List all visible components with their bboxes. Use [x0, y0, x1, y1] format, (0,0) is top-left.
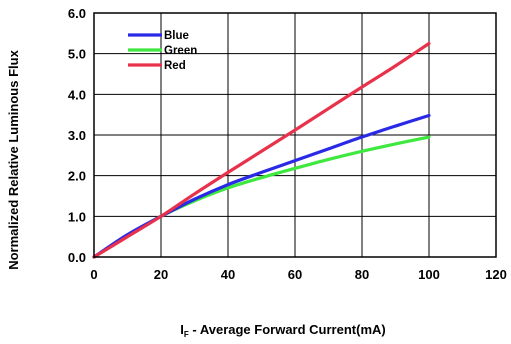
legend-label-red: Red	[164, 60, 186, 72]
x-axis-title-subscript: F	[184, 330, 189, 339]
y-axis-title: Normalized Relative Luminous Flux	[6, 49, 21, 269]
x-tick-label-0: 0	[90, 267, 97, 282]
x-tick-label-5: 100	[418, 267, 440, 282]
legend-label-green: Green	[164, 45, 197, 57]
x-axis-title: IF - Average Forward Current(mA)	[180, 322, 385, 339]
x-tick-label-2: 40	[221, 267, 235, 282]
y-tick-label-3: 3.0	[68, 128, 86, 143]
x-tick-label-3: 60	[288, 267, 302, 282]
x-tick-label-4: 80	[355, 267, 369, 282]
y-tick-label-6: 6.0	[68, 6, 86, 21]
y-tick-label-0: 0.0	[68, 250, 86, 265]
series-line-green	[92, 135, 431, 259]
y-tick-label-1: 1.0	[68, 209, 86, 224]
x-axis-title-rest: - Average Forward Current(mA)	[189, 322, 386, 337]
series-line-blue	[92, 113, 431, 259]
series-lines	[92, 41, 431, 259]
series-line-red	[92, 41, 431, 259]
plot-frame	[93, 12, 497, 258]
x-axis-title-main: I	[180, 322, 184, 337]
y-tick-label-5: 5.0	[68, 47, 86, 62]
legend-label-blue: Blue	[164, 30, 189, 42]
legend: Blue Green Red	[128, 30, 197, 72]
x-tick-label-6: 120	[485, 267, 507, 282]
y-tick-label-2: 2.0	[68, 169, 86, 184]
tick-labels: 0 20 40 60 80 100 120 0.0 1.0 2.0 3.0 4.0 5.0 6.0	[68, 6, 507, 282]
x-tick-label-1: 20	[154, 267, 168, 282]
y-tick-label-4: 4.0	[68, 87, 86, 102]
